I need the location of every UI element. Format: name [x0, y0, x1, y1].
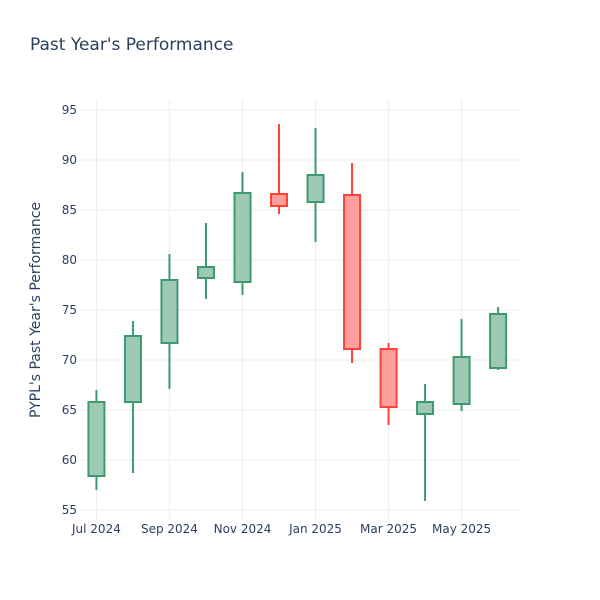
grid-lines	[80, 100, 520, 520]
y-tick-label: 70	[62, 353, 77, 367]
candle-decreasing	[270, 124, 289, 214]
candle-body	[489, 313, 508, 369]
candle-body	[379, 348, 398, 408]
candle-increasing	[196, 223, 215, 299]
candles	[87, 124, 508, 501]
y-tick-label: 65	[62, 403, 77, 417]
candle-increasing	[160, 254, 179, 389]
y-axis-ticks: 55 60 65 70 75 80 85 90 95	[62, 103, 77, 517]
candle-body	[270, 193, 289, 207]
candle-body	[452, 356, 471, 405]
x-tick-label: Jul 2024	[71, 522, 121, 536]
candle-increasing	[416, 384, 435, 501]
y-tick-label: 75	[62, 303, 77, 317]
candle-increasing	[489, 307, 508, 370]
y-tick-label: 55	[62, 503, 77, 517]
x-tick-label: May 2025	[432, 522, 491, 536]
candle-increasing	[123, 321, 142, 473]
y-tick-label: 60	[62, 453, 77, 467]
candle-decreasing	[379, 343, 398, 425]
y-tick-label: 95	[62, 103, 77, 117]
candle-body	[123, 335, 142, 403]
candle-body	[233, 192, 252, 283]
x-tick-label: Mar 2025	[360, 522, 417, 536]
candle-increasing	[306, 128, 325, 242]
candle-body	[87, 401, 106, 477]
candle-increasing	[233, 172, 252, 295]
candle-body	[416, 401, 435, 415]
x-axis-ticks: Jul 2024 Sep 2024 Nov 2024 Jan 2025 Mar 2025…	[71, 522, 491, 536]
x-tick-label: Sep 2024	[141, 522, 198, 536]
candle-increasing	[452, 319, 471, 411]
candle-body	[160, 279, 179, 344]
x-tick-label: Jan 2025	[288, 522, 342, 536]
candle-body	[343, 194, 362, 350]
chart-title: Past Year's Performance	[30, 35, 234, 55]
x-tick-label: Nov 2024	[214, 522, 272, 536]
y-axis-title: PYPL's Past Year's Performance	[28, 202, 44, 418]
y-tick-label: 90	[62, 153, 77, 167]
y-tick-label: 85	[62, 203, 77, 217]
candle-increasing	[87, 390, 106, 490]
candle-decreasing	[343, 163, 362, 363]
y-tick-label: 80	[62, 253, 77, 267]
candle-body	[306, 174, 325, 203]
candle-body	[196, 266, 215, 279]
